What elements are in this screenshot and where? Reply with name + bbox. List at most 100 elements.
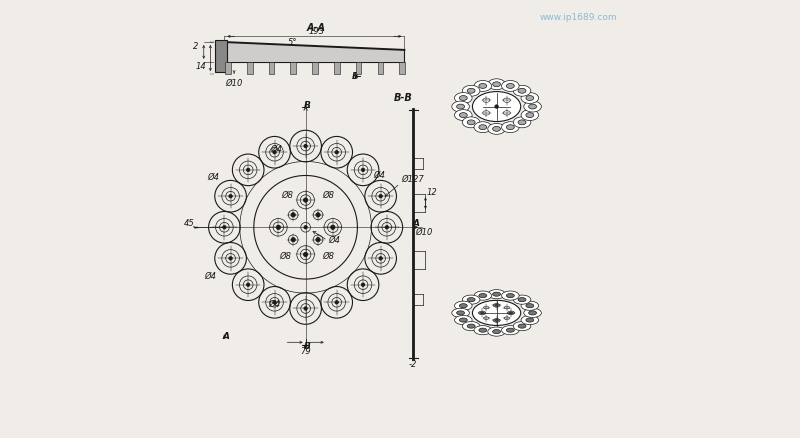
Ellipse shape [529, 105, 537, 110]
Ellipse shape [502, 123, 519, 133]
Ellipse shape [462, 86, 480, 97]
Ellipse shape [459, 96, 467, 101]
Ellipse shape [506, 294, 514, 298]
Ellipse shape [488, 124, 506, 135]
Text: Ø127: Ø127 [401, 174, 424, 183]
Circle shape [379, 257, 382, 261]
Ellipse shape [474, 123, 491, 133]
Text: 2: 2 [193, 42, 198, 50]
Text: Ø4: Ø4 [268, 300, 280, 309]
Ellipse shape [454, 316, 472, 325]
Ellipse shape [518, 324, 526, 328]
Ellipse shape [467, 89, 475, 94]
Ellipse shape [514, 86, 531, 97]
Ellipse shape [521, 93, 538, 104]
Ellipse shape [506, 125, 514, 131]
Ellipse shape [488, 327, 506, 336]
Circle shape [273, 301, 276, 304]
Ellipse shape [483, 112, 490, 116]
Ellipse shape [467, 298, 475, 302]
Bar [290, 63, 296, 75]
Ellipse shape [506, 328, 514, 332]
Ellipse shape [493, 83, 501, 88]
Ellipse shape [502, 291, 519, 300]
Ellipse shape [521, 316, 538, 325]
Ellipse shape [493, 319, 500, 322]
Circle shape [291, 213, 295, 218]
Bar [356, 63, 362, 75]
Ellipse shape [493, 330, 501, 334]
Ellipse shape [473, 300, 521, 326]
Bar [378, 63, 383, 75]
Ellipse shape [479, 328, 486, 332]
Circle shape [316, 213, 320, 218]
Circle shape [246, 283, 250, 287]
Ellipse shape [514, 295, 531, 304]
Ellipse shape [502, 81, 519, 92]
Text: A-A: A-A [307, 23, 326, 33]
Text: Ø4: Ø4 [374, 170, 386, 180]
Ellipse shape [495, 320, 498, 321]
Ellipse shape [452, 309, 470, 318]
Ellipse shape [514, 118, 531, 128]
Text: B: B [352, 72, 358, 81]
Circle shape [379, 195, 382, 198]
Text: 79: 79 [300, 346, 311, 355]
Ellipse shape [504, 307, 510, 309]
Ellipse shape [459, 318, 467, 322]
Ellipse shape [495, 305, 498, 307]
Ellipse shape [457, 105, 465, 110]
Circle shape [222, 226, 226, 230]
Bar [334, 63, 340, 75]
Circle shape [273, 151, 276, 155]
Bar [269, 63, 274, 75]
Circle shape [291, 238, 295, 242]
Ellipse shape [473, 92, 521, 122]
Ellipse shape [484, 307, 489, 309]
Ellipse shape [510, 312, 513, 314]
Text: Ø8: Ø8 [322, 251, 334, 261]
Ellipse shape [488, 290, 506, 299]
Ellipse shape [481, 312, 484, 314]
Ellipse shape [474, 326, 491, 335]
Circle shape [316, 238, 320, 242]
Bar [312, 63, 318, 75]
Circle shape [495, 106, 498, 109]
Text: 193: 193 [309, 27, 325, 36]
Ellipse shape [454, 301, 472, 311]
Ellipse shape [479, 125, 486, 131]
Ellipse shape [526, 113, 534, 118]
Ellipse shape [488, 80, 506, 91]
Circle shape [335, 151, 338, 155]
Ellipse shape [474, 81, 491, 92]
Ellipse shape [483, 99, 490, 103]
Circle shape [304, 226, 307, 230]
Text: 12: 12 [426, 188, 437, 197]
Ellipse shape [524, 309, 542, 318]
Ellipse shape [454, 93, 472, 104]
Text: A: A [413, 219, 420, 228]
Text: Ø4: Ø4 [329, 235, 341, 244]
Circle shape [229, 195, 232, 198]
Text: 5°: 5° [288, 38, 298, 47]
Text: Ø8: Ø8 [279, 251, 291, 261]
Ellipse shape [479, 294, 486, 298]
Ellipse shape [474, 291, 491, 300]
Ellipse shape [521, 301, 538, 311]
Text: -2: -2 [409, 359, 417, 368]
Text: Ø4: Ø4 [207, 173, 219, 182]
Ellipse shape [493, 304, 500, 307]
Ellipse shape [459, 113, 467, 118]
Circle shape [385, 226, 389, 230]
Ellipse shape [518, 120, 526, 126]
Circle shape [246, 169, 250, 172]
Ellipse shape [526, 304, 534, 308]
Ellipse shape [457, 311, 465, 315]
Text: Ø10: Ø10 [415, 227, 433, 237]
Ellipse shape [524, 102, 542, 113]
Bar [225, 63, 230, 75]
Text: Ø10: Ø10 [226, 78, 242, 88]
Ellipse shape [462, 295, 480, 304]
Circle shape [276, 226, 281, 230]
Circle shape [362, 169, 365, 172]
